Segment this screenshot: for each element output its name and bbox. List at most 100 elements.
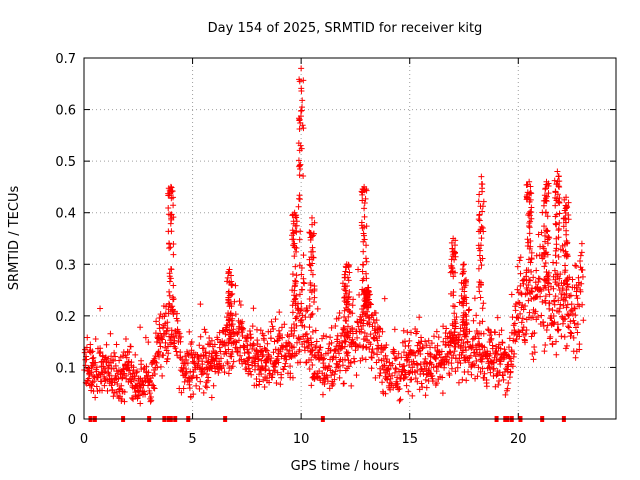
data-point [578, 240, 585, 247]
data-point [142, 334, 149, 341]
data-point [221, 369, 228, 376]
data-point [224, 360, 231, 367]
data-point [553, 221, 560, 228]
data-point [524, 290, 531, 297]
data-point [336, 374, 343, 381]
data-point [156, 325, 163, 332]
data-point [564, 240, 571, 247]
data-point [529, 314, 536, 321]
data-point [507, 368, 514, 375]
data-point [574, 321, 581, 328]
data-point [303, 308, 310, 315]
data-point [363, 258, 370, 265]
data-point [408, 376, 415, 383]
data-point [571, 305, 578, 312]
data-point [403, 382, 410, 389]
data-point [414, 328, 421, 335]
data-point [506, 374, 513, 381]
data-point [439, 374, 446, 381]
data-point [500, 372, 507, 379]
data-point [346, 334, 353, 341]
data-point [232, 338, 239, 345]
data-point [523, 277, 530, 284]
data-point [341, 294, 348, 301]
data-point [526, 289, 533, 296]
data-point [240, 325, 247, 332]
data-point [528, 333, 535, 340]
data-point [179, 368, 186, 375]
data-point [405, 342, 412, 349]
data-point [275, 359, 282, 366]
data-point [497, 361, 504, 368]
data-point [170, 240, 177, 247]
data-point [343, 290, 350, 297]
data-point [359, 355, 366, 362]
data-point [261, 336, 268, 343]
data-point [527, 189, 534, 196]
data-point [358, 222, 365, 229]
data-point [387, 386, 394, 393]
data-point [298, 271, 305, 278]
data-point [205, 374, 212, 381]
data-point [535, 275, 542, 282]
data-point [122, 335, 129, 342]
data-point [530, 274, 537, 281]
data-point [406, 337, 413, 344]
data-point [216, 329, 223, 336]
data-point [362, 195, 369, 202]
data-point [451, 269, 458, 276]
data-point [339, 280, 346, 287]
data-point [169, 188, 176, 195]
data-point [448, 365, 455, 372]
data-point [341, 380, 348, 387]
data-point [561, 333, 568, 340]
data-point [550, 285, 557, 292]
data-point [555, 308, 562, 315]
data-point [143, 363, 150, 370]
data-point [568, 301, 575, 308]
data-point [474, 373, 481, 380]
x-tick-label: 5 [188, 432, 196, 447]
data-point [552, 189, 559, 196]
data-point [107, 330, 114, 337]
data-point [477, 368, 484, 375]
data-point [465, 368, 472, 375]
data-point [278, 324, 285, 331]
data-point [176, 330, 183, 337]
data-point [291, 344, 298, 351]
data-point [361, 205, 368, 212]
data-point [555, 253, 562, 260]
data-point [111, 349, 118, 356]
data-point [409, 392, 416, 399]
data-point [356, 342, 363, 349]
data-point [88, 369, 95, 376]
data-point [435, 334, 442, 341]
data-point [563, 194, 570, 201]
data-point [307, 287, 314, 294]
data-point [257, 327, 264, 334]
data-point [518, 319, 525, 326]
data-point [567, 318, 574, 325]
data-point [320, 355, 327, 362]
data-point [130, 364, 137, 371]
data-point [577, 257, 584, 264]
data-point [527, 259, 534, 266]
data-point [150, 384, 157, 391]
data-point [331, 376, 338, 383]
data-point [360, 343, 367, 350]
data-point [347, 359, 354, 366]
data-point [253, 326, 260, 333]
data-point [397, 396, 404, 403]
data-point [406, 361, 413, 368]
data-point [328, 324, 335, 331]
data-point [83, 344, 90, 351]
data-point [125, 358, 132, 365]
data-point [522, 330, 529, 337]
data-point [536, 275, 543, 282]
data-point [321, 380, 328, 387]
data-point [486, 363, 493, 370]
data-point [487, 369, 494, 376]
data-point [386, 359, 393, 366]
data-point [164, 325, 171, 332]
data-point [308, 267, 315, 274]
